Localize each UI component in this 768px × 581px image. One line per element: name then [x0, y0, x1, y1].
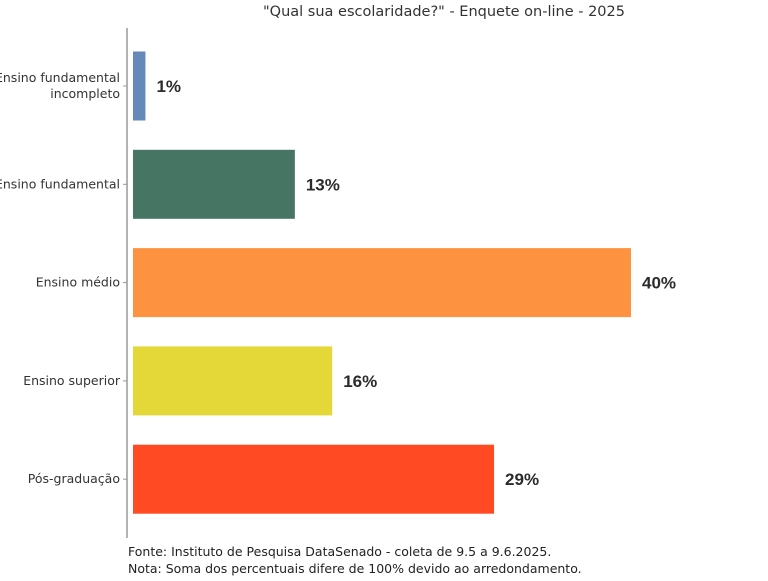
- data-label: 1%: [156, 77, 181, 96]
- source-note: Fonte: Instituto de Pesquisa DataSenado …: [128, 544, 552, 559]
- category-label: Pós-graduação: [28, 471, 120, 486]
- bar: [133, 346, 333, 416]
- bar: [133, 149, 295, 219]
- rounding-note: Nota: Soma dos percentuais difere de 100…: [128, 561, 582, 576]
- category-label: Ensino médio: [36, 275, 120, 290]
- bar: [133, 51, 146, 121]
- category-label: Ensino fundamental incompleto: [0, 70, 120, 101]
- data-label: 16%: [343, 372, 377, 391]
- category-label: Ensino superior: [23, 373, 121, 388]
- bar: [133, 248, 631, 318]
- data-label: 40%: [642, 274, 676, 293]
- chart-title: "Qual sua escolaridade?" - Enquete on-li…: [263, 4, 625, 20]
- bar: [133, 444, 495, 514]
- category-label: Ensino fundamental: [0, 176, 120, 191]
- data-label: 29%: [505, 470, 539, 489]
- data-label: 13%: [306, 175, 340, 194]
